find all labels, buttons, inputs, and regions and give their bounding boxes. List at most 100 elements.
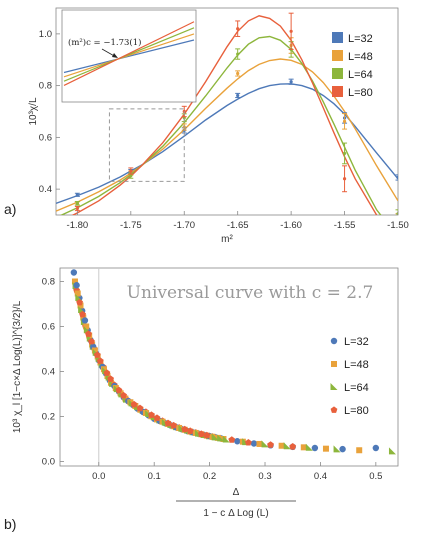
data-point-L=32 <box>73 282 80 289</box>
panel-b-x-label-numerator: Δ <box>233 487 240 498</box>
inset-lines <box>63 21 195 86</box>
legend-label-L=48: L=48 <box>348 51 373 63</box>
data-point-L=64 <box>75 294 83 301</box>
legend-marker-L=32 <box>330 337 338 345</box>
y-tick-label: 1.0 <box>39 29 52 40</box>
data-point-L=80 <box>267 441 274 448</box>
data-point-L=32 <box>396 175 398 180</box>
x-tick-label: -1.70 <box>173 220 195 231</box>
data-point-L=80 <box>79 310 86 318</box>
y-tick-label: 0.8 <box>39 81 52 92</box>
legend-label-L=80: L=80 <box>348 87 373 99</box>
series-L=48 <box>71 278 363 454</box>
data-point-L=80 <box>88 337 95 345</box>
data-point-L=80 <box>203 431 211 439</box>
data-point-L=48 <box>396 216 399 219</box>
panel-a-x-label: m² <box>221 234 233 245</box>
data-point-L=80 <box>93 351 101 358</box>
x-tick-label: 0.4 <box>314 471 327 482</box>
data-point-L=48 <box>71 278 78 285</box>
data-point-L=80 <box>148 411 155 418</box>
panel-a-legend: L=32 L=48 L=64 L=80 <box>332 32 373 99</box>
data-point-L=48 <box>80 314 87 321</box>
x-tick-label: -1.50 <box>387 220 409 231</box>
legend-label-L=48: L=48 <box>344 359 369 371</box>
y-tick-label: 0.4 <box>42 367 55 378</box>
data-point-L=80 <box>103 369 111 376</box>
data-point-L=32 <box>75 193 79 197</box>
data-point-L=80 <box>289 29 293 33</box>
data-point-L=32 <box>372 444 380 452</box>
panel-b: Universal curve with c = 2.7 0.0 0.1 0.2 0.… <box>4 267 399 532</box>
inset-line-L=64 <box>63 27 195 82</box>
x-tick-label: -1.75 <box>120 220 142 231</box>
data-point-L=48 <box>342 119 347 123</box>
data-point-L=80 <box>120 391 127 399</box>
data-point-L=64 <box>217 434 225 442</box>
data-point-L=80 <box>197 430 205 437</box>
inset-arrowhead <box>112 53 118 58</box>
legend-label-L=64: L=64 <box>344 382 369 394</box>
y-tick-label: 0.4 <box>39 184 52 195</box>
data-point-L=80 <box>186 427 194 434</box>
error-bar-L=80 <box>128 167 134 175</box>
panel-a-frame <box>55 7 399 216</box>
data-point-L=32 <box>234 438 241 445</box>
data-point-L=80 <box>75 206 79 211</box>
legend-marker-L=64 <box>330 383 338 390</box>
data-point-L=48 <box>256 440 263 447</box>
legend-label-L=80: L=80 <box>344 405 369 417</box>
inset-plot: (m²)c = −1.73(1) <box>61 9 197 103</box>
curve-L=64 <box>59 35 382 215</box>
data-point-L=80 <box>342 177 347 181</box>
data-point-L=64 <box>222 435 230 443</box>
error-bar-L=80 <box>342 165 348 193</box>
inset-line-L=80 <box>63 21 195 86</box>
inset-line-L=32 <box>63 39 195 74</box>
error-bar-L=32 <box>235 92 241 99</box>
data-point-L=80 <box>107 375 114 382</box>
data-point-L=64 <box>305 443 313 451</box>
data-point-L=80 <box>85 330 92 337</box>
data-point-L=80 <box>228 436 236 443</box>
data-point-L=48 <box>77 302 84 309</box>
panel-b-points <box>70 269 396 455</box>
x-tick-label: 0.0 <box>92 471 105 482</box>
error-bar-L=80 <box>288 12 294 50</box>
data-point-L=64 <box>342 151 347 156</box>
data-point-L=48 <box>74 290 81 297</box>
panel-b-title: Universal curve with c = 2.7 <box>127 283 374 303</box>
legend-label-L=32: L=32 <box>344 336 369 348</box>
data-point-L=80 <box>236 27 240 31</box>
y-tick-label: 0.0 <box>42 457 55 468</box>
panel-b-legend: L=32 L=48 L=64 L=80 <box>330 336 369 417</box>
panel-b-x-ticks: 0.0 0.1 0.2 0.3 0.4 0.5 <box>92 462 382 482</box>
data-point-L=64 <box>75 201 79 205</box>
curve-L=32 <box>56 83 398 205</box>
panel-b-frame <box>59 267 399 467</box>
data-point-L=48 <box>83 323 90 330</box>
panel-a: (m²)c = −1.73(1) -1.80 -1.75 -1.70 -1.65 -1.… <box>4 7 409 245</box>
data-point-L=48 <box>278 442 285 449</box>
data-point-L=48 <box>91 347 98 354</box>
dense-L=64 <box>75 294 225 442</box>
x-tick-label: 0.5 <box>369 471 382 482</box>
data-point-L=64 <box>333 445 341 453</box>
panel-b-y-ticks: 0.0 0.2 0.4 0.6 0.8 <box>42 277 64 468</box>
error-bar-L=48 <box>395 213 399 219</box>
error-bar-L=32 <box>395 174 398 181</box>
y-tick-label: 0.6 <box>42 322 55 333</box>
error-bar-L=80 <box>74 205 80 212</box>
data-point-L=64 <box>211 433 219 441</box>
panel-a-x-ticks: -1.80 -1.75 -1.70 -1.65 -1.60 -1.55 -1.50 <box>67 211 409 231</box>
error-bar-L=32 <box>74 192 80 197</box>
x-tick-label: 0.1 <box>148 471 161 482</box>
data-point-L=48 <box>236 71 240 76</box>
error-bar-L=48 <box>235 70 241 77</box>
data-point-L=64 <box>283 442 291 450</box>
panel-a-error-bars <box>74 12 399 219</box>
data-point-L=32 <box>70 269 78 276</box>
curve-L=80 <box>71 15 378 215</box>
x-tick-label: 0.2 <box>203 471 216 482</box>
